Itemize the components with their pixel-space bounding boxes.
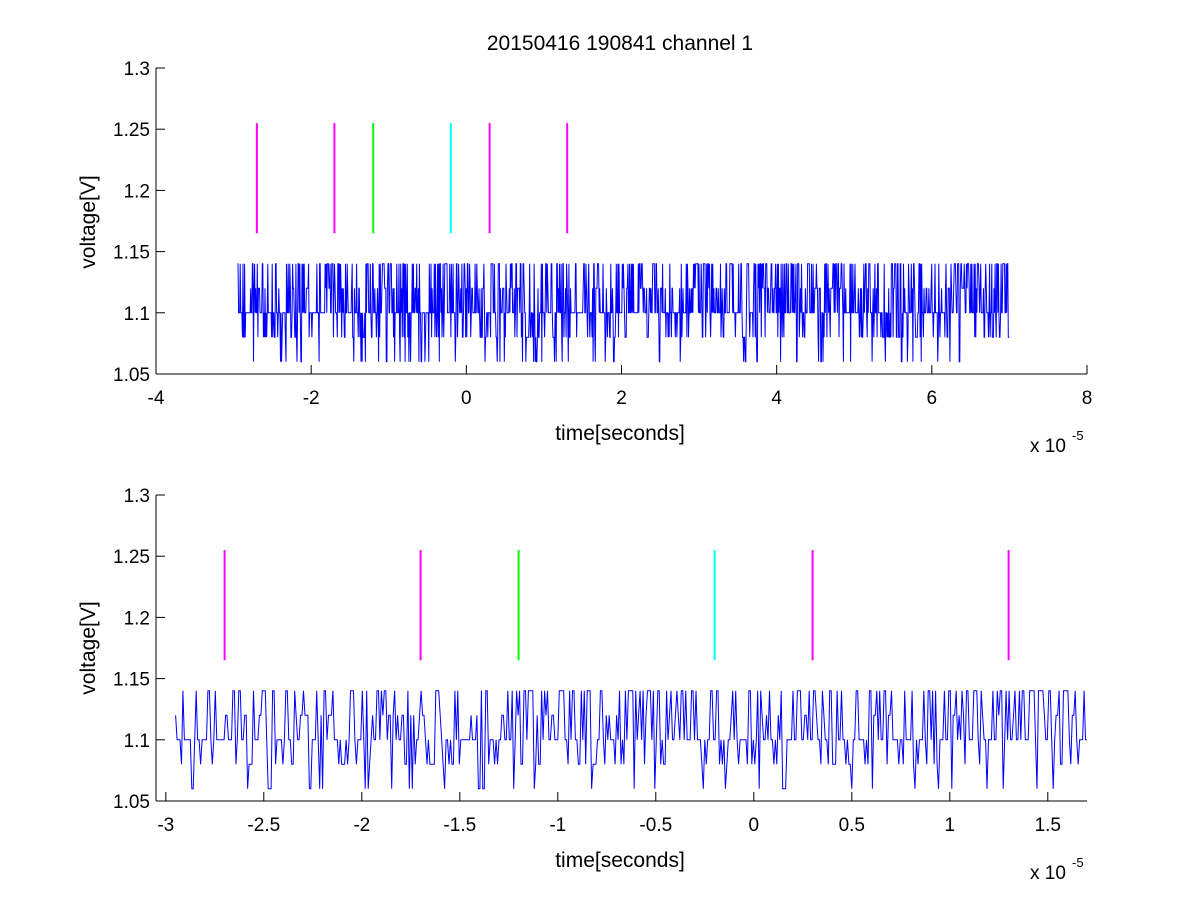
- y-tick-label: 1.25: [113, 547, 150, 568]
- x-tick-label: -4: [148, 388, 165, 409]
- y-tick-label: 1.25: [113, 120, 150, 141]
- bottom-plot: time[seconds] voltage[V] x 10 -5 -3 -2.5 -…: [77, 486, 1087, 884]
- x-tick-label: -2: [303, 388, 320, 409]
- x-tick-label: -1: [549, 815, 566, 836]
- y-tick-label: 1.3: [124, 486, 150, 507]
- top-ylabel: voltage[V]: [77, 175, 100, 268]
- top-plot: time[seconds] voltage[V] x 10 -5 -4 -2 0 2 4…: [77, 59, 1092, 457]
- x-tick-label: 8: [1082, 388, 1093, 409]
- x-tick-label: 1: [945, 815, 956, 836]
- x-tick-label: 0: [461, 388, 472, 409]
- top-xlabel: time[seconds]: [555, 422, 685, 445]
- signal-trace: [237, 263, 1010, 363]
- y-tick-label: 1.1: [124, 731, 150, 752]
- bottom-x-exponent-label: x 10: [1030, 863, 1066, 884]
- y-tick-label: 1.15: [113, 243, 150, 264]
- top-x-exponent: -5: [1072, 428, 1084, 443]
- y-tick-label: 1.2: [124, 181, 150, 202]
- figure-title: 20150416 190841 channel 1: [487, 32, 753, 55]
- y-tick-label: 1.05: [113, 365, 150, 386]
- x-tick-label: 6: [927, 388, 938, 409]
- y-tick-label: 1.15: [113, 670, 150, 691]
- x-tick-label: -0.5: [639, 815, 672, 836]
- x-tick-label: -3: [157, 815, 174, 836]
- x-tick-label: -2.5: [247, 815, 280, 836]
- y-tick-label: 1.3: [124, 59, 150, 80]
- x-tick-label: 0: [749, 815, 760, 836]
- y-tick-label: 1.1: [124, 304, 150, 325]
- bottom-xlabel: time[seconds]: [555, 849, 685, 872]
- y-tick-label: 1.05: [113, 792, 150, 813]
- x-tick-label: 4: [771, 388, 782, 409]
- top-x-exponent-label: x 10: [1030, 436, 1066, 457]
- y-tick-label: 1.2: [124, 608, 150, 629]
- x-tick-label: -1.5: [443, 815, 476, 836]
- x-tick-label: 0.5: [839, 815, 865, 836]
- bottom-ylabel: voltage[V]: [77, 601, 100, 694]
- bottom-x-exponent: -5: [1072, 855, 1084, 870]
- signal-trace: [175, 690, 1087, 790]
- x-tick-label: 2: [616, 388, 627, 409]
- x-tick-label: 1.5: [1035, 815, 1061, 836]
- x-tick-label: -2: [353, 815, 370, 836]
